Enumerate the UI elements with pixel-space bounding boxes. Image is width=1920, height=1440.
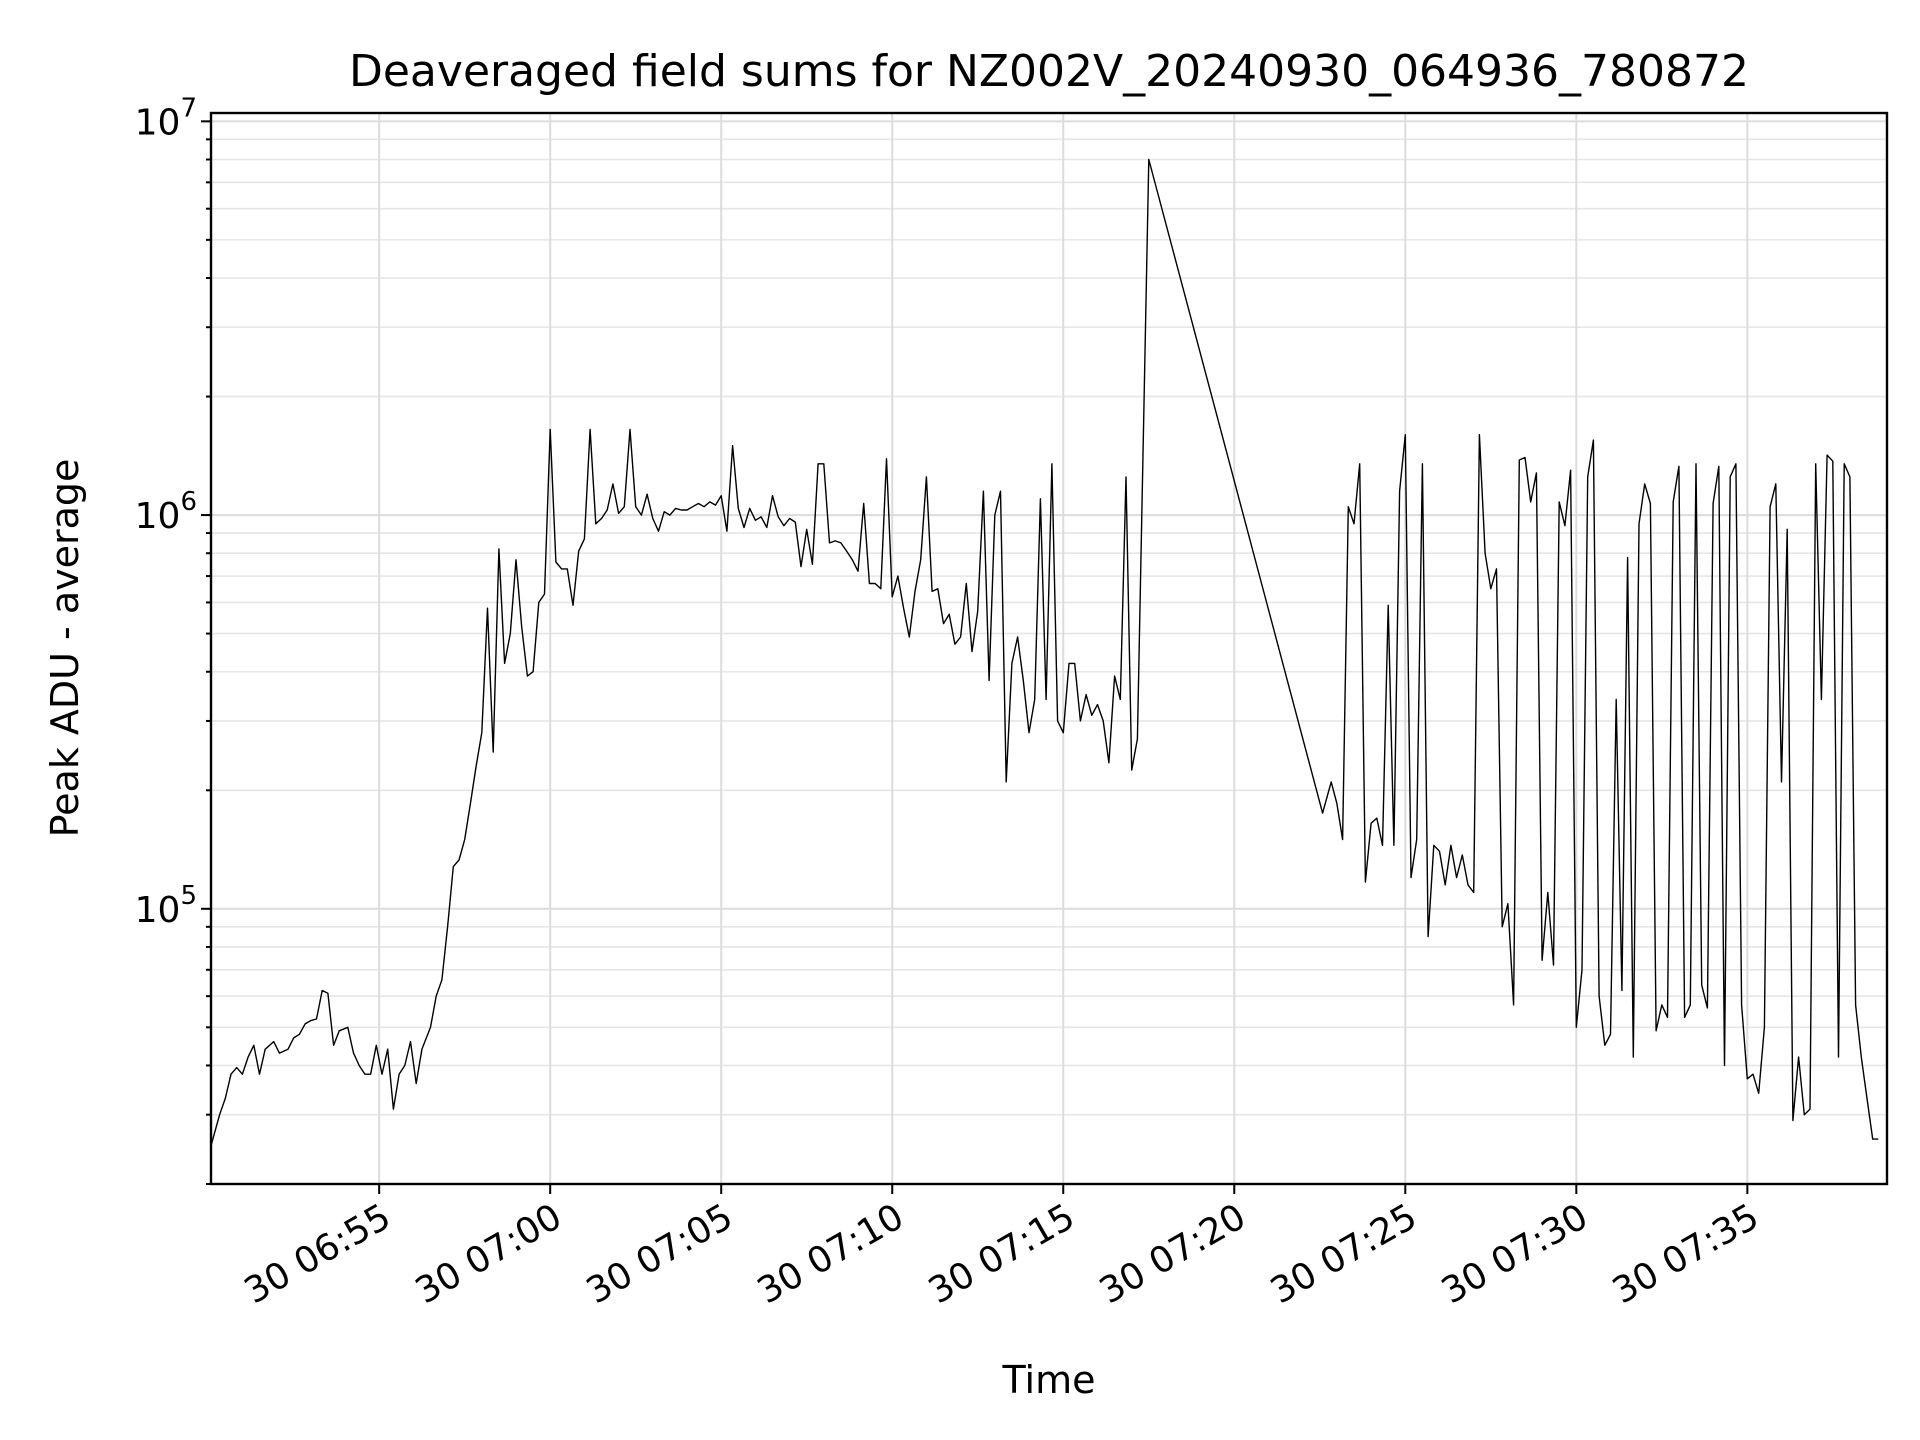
x-tick-label: 30 07:15 (922, 1196, 1082, 1312)
x-axis-label: Time (1002, 1358, 1096, 1402)
x-tick-label: 30 07:05 (580, 1196, 740, 1312)
x-tick-label: 30 07:00 (409, 1196, 569, 1312)
y-tick-base: 10 (135, 496, 181, 537)
y-tick-exponent: 6 (180, 487, 197, 517)
x-tick-labels: 30 06:55 30 07:00 30 07:05 30 07:10 30 07:15… (238, 1196, 1766, 1312)
series-line (210, 158, 1879, 1146)
x-tick-label: 30 07:20 (1093, 1196, 1253, 1312)
y-tick-exponent: 5 (180, 881, 197, 911)
plot-frame (209, 111, 1889, 1186)
y-axis-label: Peak ADU - average (43, 459, 87, 838)
x-tick-label: 30 07:10 (751, 1196, 911, 1312)
grid (211, 113, 1887, 1185)
y-tick-base: 10 (135, 890, 181, 931)
y-tick-label: 105 (135, 881, 197, 931)
y-tick-base: 10 (135, 102, 181, 143)
x-tick-label: 30 07:35 (1606, 1196, 1766, 1312)
y-tick-label: 106 (135, 487, 197, 537)
y-tick-exponent: 7 (180, 93, 197, 123)
chart-title: Deaveraged field sums for NZ002V_2024093… (349, 46, 1749, 97)
y-tick-label: 107 (135, 93, 197, 143)
axis-ticks (201, 120, 1749, 1194)
x-tick-label: 30 07:25 (1264, 1196, 1424, 1312)
x-tick-label: 30 06:55 (238, 1196, 398, 1312)
x-tick-label: 30 07:30 (1435, 1196, 1595, 1312)
